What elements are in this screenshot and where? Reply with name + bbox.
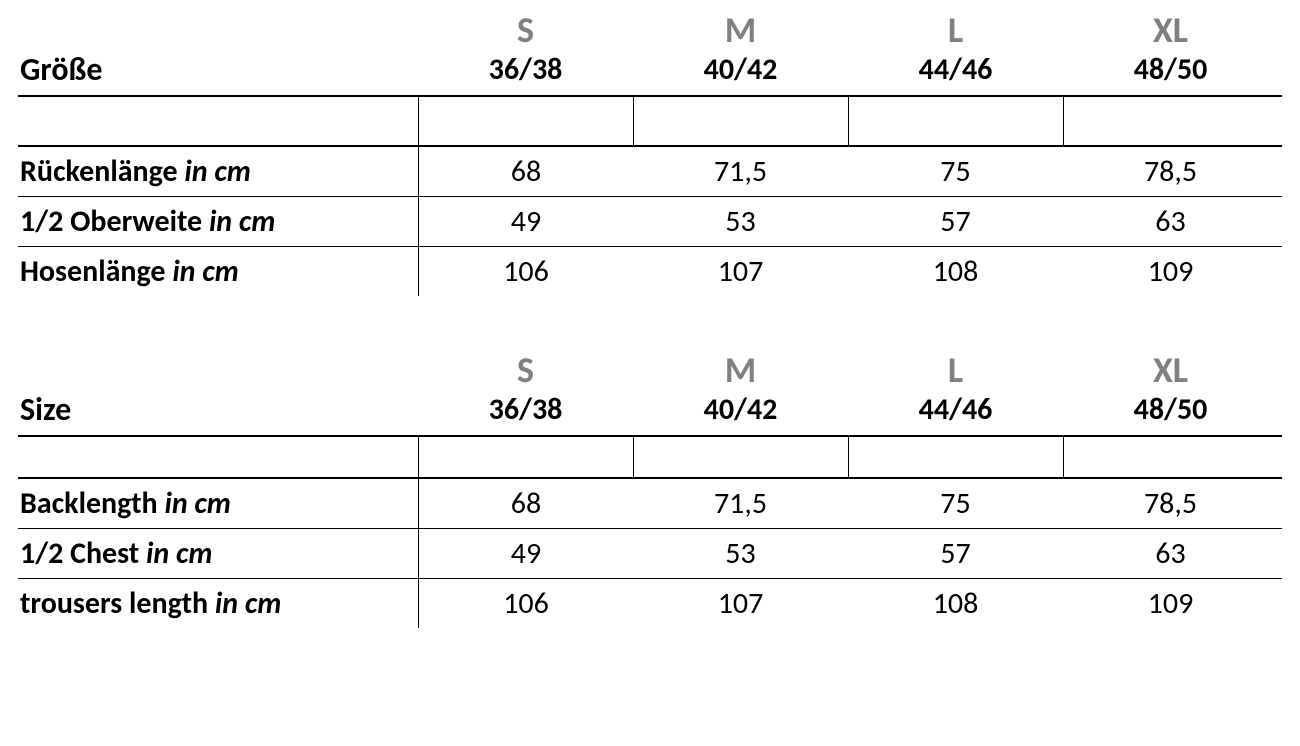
cell-value: 71,5 xyxy=(633,147,848,196)
size-numeric: 48/50 xyxy=(1063,51,1278,94)
row-label: 1/2 Chest in cm xyxy=(18,529,418,578)
cell-value: 63 xyxy=(1063,197,1278,246)
spacer-cell xyxy=(633,97,848,145)
row-label: 1/2 Oberweite in cm xyxy=(18,197,418,246)
spacer-cell xyxy=(633,437,848,477)
size-letter: L xyxy=(848,12,1063,50)
row-unit-text: in cm xyxy=(184,153,250,190)
size-letter: M xyxy=(633,12,848,50)
cell-value: 108 xyxy=(848,579,1063,628)
cell-value: 53 xyxy=(633,529,848,578)
spacer-cell xyxy=(1063,437,1278,477)
spacer-cell xyxy=(18,97,418,145)
table-row: Backlength in cm 68 71,5 75 78,5 xyxy=(18,479,1282,529)
cell-value: 49 xyxy=(418,529,633,578)
row-label-text: 1/2 Chest xyxy=(20,535,139,572)
table-row: trousers length in cm 106 107 108 109 xyxy=(18,579,1282,628)
size-letter: S xyxy=(418,352,633,390)
size-numeric: 44/46 xyxy=(848,391,1063,434)
spacer-cell xyxy=(18,437,418,477)
size-table-de: S M L XL Größe 36/38 40/42 44/46 48/50 R… xyxy=(18,12,1282,296)
cell-value: 78,5 xyxy=(1063,147,1278,196)
cell-value: 63 xyxy=(1063,529,1278,578)
cell-value: 68 xyxy=(418,147,633,196)
cell-value: 53 xyxy=(633,197,848,246)
spacer-row xyxy=(18,437,1282,479)
cell-value: 108 xyxy=(848,247,1063,296)
header-label: Größe xyxy=(18,50,418,95)
row-label-text: 1/2 Oberweite xyxy=(20,203,202,240)
spacer-cell xyxy=(1063,97,1278,145)
header-numeric-row: Size 36/38 40/42 44/46 48/50 xyxy=(18,390,1282,437)
cell-value: 68 xyxy=(418,479,633,528)
spacer-row xyxy=(18,97,1282,147)
cell-value: 57 xyxy=(848,197,1063,246)
size-numeric: 36/38 xyxy=(418,51,633,94)
row-label-text: trousers length xyxy=(20,585,208,622)
size-numeric: 36/38 xyxy=(418,391,633,434)
header-letters-row: S M L XL xyxy=(18,352,1282,390)
table-row: Hosenlänge in cm 106 107 108 109 xyxy=(18,247,1282,296)
row-label: Backlength in cm xyxy=(18,479,418,528)
row-unit-text: in cm xyxy=(164,485,230,522)
spacer-cell xyxy=(418,97,633,145)
size-letter: XL xyxy=(1063,12,1278,50)
row-label: trousers length in cm xyxy=(18,579,418,628)
header-label: Size xyxy=(18,390,418,435)
spacer-cell xyxy=(848,437,1063,477)
cell-value: 106 xyxy=(418,247,633,296)
size-numeric: 44/46 xyxy=(848,51,1063,94)
size-letter: XL xyxy=(1063,352,1278,390)
row-unit-text: in cm xyxy=(146,535,212,572)
row-label-text: Rückenlänge xyxy=(20,153,178,190)
row-label: Hosenlänge in cm xyxy=(18,247,418,296)
cell-value: 75 xyxy=(848,479,1063,528)
size-letter: L xyxy=(848,352,1063,390)
cell-value: 71,5 xyxy=(633,479,848,528)
row-label: Rückenlänge in cm xyxy=(18,147,418,196)
row-label-text: Hosenlänge xyxy=(20,253,166,290)
table-row: 1/2 Chest in cm 49 53 57 63 xyxy=(18,529,1282,579)
size-letter: M xyxy=(633,352,848,390)
row-label-text: Backlength xyxy=(20,485,158,522)
row-unit-text: in cm xyxy=(209,203,275,240)
size-numeric: 48/50 xyxy=(1063,391,1278,434)
size-numeric: 40/42 xyxy=(633,51,848,94)
cell-value: 107 xyxy=(633,247,848,296)
cell-value: 107 xyxy=(633,579,848,628)
cell-value: 109 xyxy=(1063,247,1278,296)
row-unit-text: in cm xyxy=(215,585,281,622)
spacer-cell xyxy=(418,437,633,477)
table-row: 1/2 Oberweite in cm 49 53 57 63 xyxy=(18,197,1282,247)
header-numeric-row: Größe 36/38 40/42 44/46 48/50 xyxy=(18,50,1282,97)
size-numeric: 40/42 xyxy=(633,391,848,434)
cell-value: 78,5 xyxy=(1063,479,1278,528)
cell-value: 106 xyxy=(418,579,633,628)
cell-value: 109 xyxy=(1063,579,1278,628)
size-letter: S xyxy=(418,12,633,50)
cell-value: 49 xyxy=(418,197,633,246)
spacer-cell xyxy=(848,97,1063,145)
cell-value: 57 xyxy=(848,529,1063,578)
table-row: Rückenlänge in cm 68 71,5 75 78,5 xyxy=(18,147,1282,197)
cell-value: 75 xyxy=(848,147,1063,196)
size-table-en: S M L XL Size 36/38 40/42 44/46 48/50 Ba… xyxy=(18,352,1282,628)
row-unit-text: in cm xyxy=(172,253,238,290)
header-letters-row: S M L XL xyxy=(18,12,1282,50)
table-gap xyxy=(18,296,1282,352)
